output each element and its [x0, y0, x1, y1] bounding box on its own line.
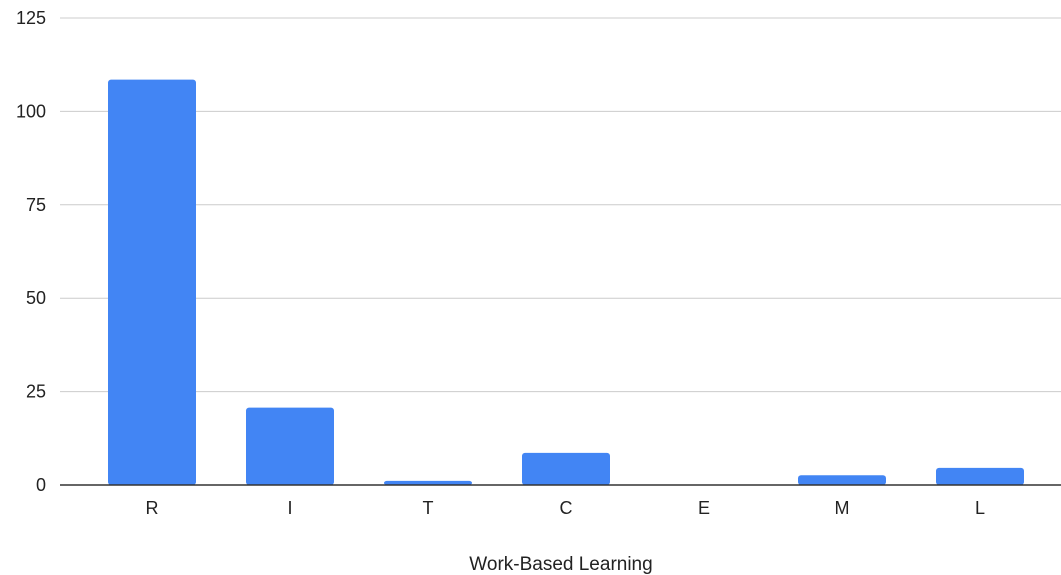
x-tick-label-E: E — [698, 498, 710, 518]
y-tick-label: 125 — [16, 8, 46, 28]
x-tick-label-C: C — [560, 498, 573, 518]
bar-R — [108, 79, 196, 486]
bar-C — [522, 452, 610, 485]
x-tick-label-M: M — [835, 498, 850, 518]
bar-M — [798, 475, 886, 485]
bar-T — [384, 480, 472, 485]
y-tick-label: 100 — [16, 101, 46, 121]
x-tick-label-R: R — [146, 498, 159, 518]
y-tick-label: 50 — [26, 288, 46, 308]
bar-L — [936, 467, 1024, 485]
bars — [108, 79, 1024, 486]
y-tick-label: 25 — [26, 382, 46, 402]
gridlines — [60, 17, 1061, 393]
x-tick-label-I: I — [287, 498, 292, 518]
x-tick-label-L: L — [975, 498, 985, 518]
y-tick-label: 75 — [26, 195, 46, 215]
bar-I — [246, 407, 334, 485]
x-tick-label-T: T — [423, 498, 434, 518]
x-axis-title: Work-Based Learning — [469, 554, 652, 575]
y-axis-ticks: 0 25 50 75 100 125 — [16, 8, 46, 495]
y-tick-label: 0 — [36, 475, 46, 495]
